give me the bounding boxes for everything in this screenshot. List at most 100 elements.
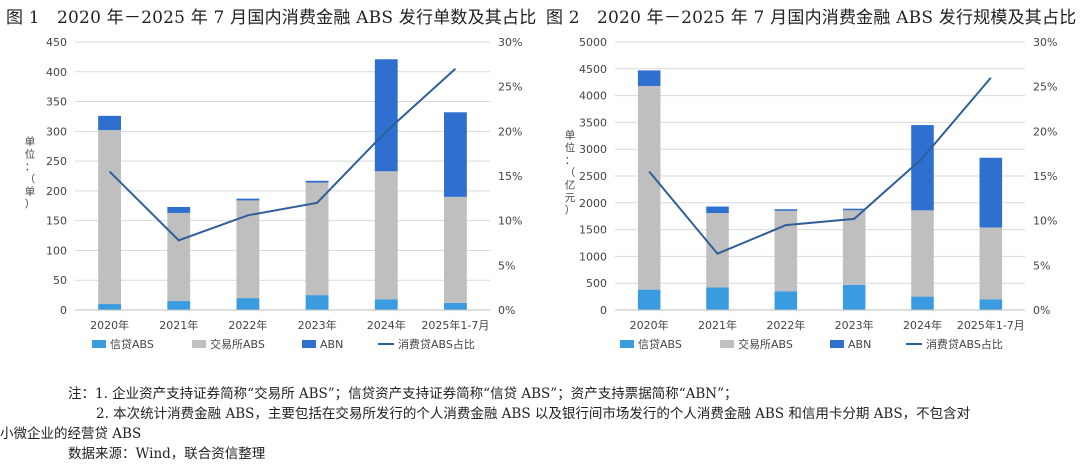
figure-1-title: 图 1 2020 年－2025 年 7 月国内消费金融 ABS 发行单数及其占比: [6, 8, 537, 28]
bar-segment: [979, 227, 1003, 300]
legend-label: ABN: [848, 338, 871, 351]
bar-segment: [444, 112, 467, 197]
y-axis-label: （: [565, 167, 576, 179]
bar-segment: [374, 171, 398, 300]
bar-segment: [842, 210, 866, 285]
y-tick-label: 0: [60, 304, 67, 317]
y-tick-label: 50: [53, 274, 67, 287]
y-tick-label: 300: [46, 125, 67, 138]
y-tick-label: 250: [46, 155, 67, 168]
y2-tick-label: 20%: [498, 125, 522, 138]
bar-segment: [167, 206, 191, 213]
y-tick-label: 200: [46, 185, 67, 198]
legend-label: ABN: [320, 338, 343, 351]
note-line-2: 2. 本次统计消费金融 ABS，主要包括在交易所发行的个人消费金融 ABS 以及…: [96, 406, 971, 422]
y2-tick-label: 0%: [498, 304, 515, 317]
y-tick-label: 5000: [579, 36, 607, 49]
y-axis-label: ）: [565, 205, 576, 217]
y-tick-label: 3500: [579, 116, 607, 129]
y-tick-label: 150: [46, 215, 67, 228]
y-axis-label: 元: [565, 192, 576, 204]
y-axis-label: 位: [25, 147, 36, 160]
bar-segment: [911, 125, 934, 211]
y-tick-label: 4500: [579, 63, 607, 76]
bar-segment: [98, 115, 121, 131]
y-tick-label: 1500: [579, 224, 607, 237]
bar-segment: [911, 210, 934, 297]
y-tick-label: 4000: [579, 90, 607, 103]
y2-tick-label: 0%: [1033, 304, 1050, 317]
bar-segment: [236, 200, 260, 299]
x-tick-label: 2023年: [835, 318, 874, 332]
bar-segment: [637, 70, 661, 86]
legend-label: 信贷ABS: [110, 337, 154, 351]
y-axis-label: ：: [565, 155, 576, 167]
legend-swatch: [302, 340, 316, 348]
figure-2: 图 2 2020 年－2025 年 7 月国内消费金融 ABS 发行规模及其占比…: [540, 0, 1080, 380]
bar-segment: [706, 287, 729, 310]
legend-swatch: [192, 340, 206, 348]
y2-tick-label: 10%: [498, 215, 522, 228]
bar-segment: [911, 296, 934, 310]
bar-segment: [979, 157, 1003, 228]
x-tick-label: 2021年: [698, 318, 737, 332]
bar-segment: [98, 130, 121, 305]
bar-segment: [444, 196, 467, 303]
share-line: [648, 77, 992, 255]
bar-segment: [305, 295, 329, 310]
y-tick-label: 100: [46, 244, 67, 257]
bar-segment: [167, 301, 191, 310]
notes: 注：1. 企业资产支持证券简称“交易所 ABS”；信贷资产支持证券简称“信贷 A…: [0, 384, 1080, 464]
y-axis-label: ：: [25, 161, 36, 173]
figure-1-chart: 0 50 100 150 200 250 300 350 400 450 0% 5% 10% 15% 20%…: [25, 36, 523, 351]
bar-segment: [774, 210, 798, 292]
bar-segment: [842, 208, 866, 211]
legend-label: 交易所ABS: [738, 337, 793, 351]
bar-segment: [236, 198, 260, 201]
bar-segment: [842, 284, 866, 310]
legend-swatch: [92, 340, 106, 348]
bar-segment: [979, 299, 1003, 310]
x-tick-label: 2024年: [903, 318, 942, 332]
y-tick-label: 3000: [579, 143, 607, 156]
y2-tick-label: 30%: [498, 36, 522, 49]
share-line: [108, 68, 457, 242]
data-source: 数据来源：Wind，联合资信整理: [68, 446, 266, 462]
x-tick-label: 2024年: [367, 318, 406, 332]
y2-tick-label: 5%: [498, 259, 515, 272]
bar-segment: [444, 302, 467, 310]
legend-swatch: [830, 340, 844, 348]
y-axis-label: （: [25, 173, 36, 185]
y-axis-label: 亿: [565, 179, 576, 192]
x-tick-label: 2025年1-7月: [957, 318, 1025, 332]
y2-tick-label: 20%: [1033, 125, 1057, 138]
y-tick-label: 2000: [579, 197, 607, 210]
x-tick-label: 2021年: [159, 318, 198, 332]
bar-segment: [167, 212, 191, 302]
bar-segment: [637, 85, 661, 290]
y-axis-label: 单: [565, 130, 576, 142]
y-tick-label: 350: [46, 96, 67, 109]
y-axis-label: ）: [25, 198, 36, 210]
legend-swatch: [720, 340, 734, 348]
y-axis-label: 单: [25, 186, 36, 198]
legend-label: 消费贷ABS占比: [398, 337, 475, 351]
x-tick-label: 2022年: [228, 318, 267, 332]
y2-tick-label: 25%: [1033, 81, 1057, 94]
y2-tick-label: 5%: [1033, 259, 1050, 272]
x-tick-label: 2023年: [298, 318, 337, 332]
y-tick-label: 450: [46, 36, 67, 49]
bar-segment: [637, 289, 661, 310]
figure-2-chart: 0 500 1000 1500 2000 2500 3000 3500 4000 4500 5000…: [565, 36, 1058, 351]
legend-label: 交易所ABS: [210, 337, 265, 351]
bar-segment: [98, 304, 121, 310]
bar-segment: [774, 291, 798, 310]
bar-segment: [774, 209, 798, 211]
y2-tick-label: 15%: [498, 170, 522, 183]
bar-segment: [236, 298, 260, 310]
bar-segment: [305, 180, 329, 183]
y2-tick-label: 25%: [498, 81, 522, 94]
figure-2-title: 图 2 2020 年－2025 年 7 月国内消费金融 ABS 发行规模及其占比: [546, 8, 1077, 28]
bar-segment: [374, 299, 398, 310]
note-line-3: 小微企业的经营贷 ABS: [0, 426, 142, 442]
